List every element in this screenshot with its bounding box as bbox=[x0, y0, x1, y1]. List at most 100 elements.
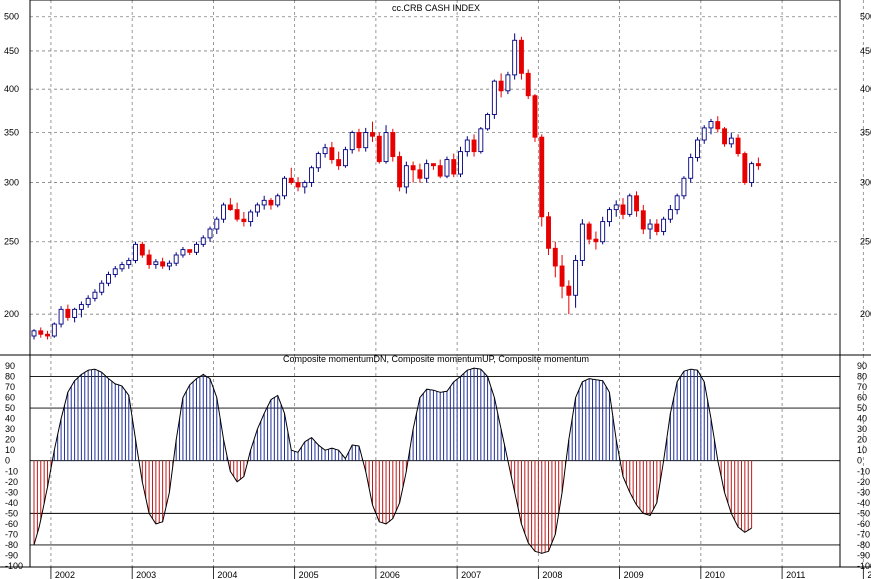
candle-down bbox=[45, 333, 50, 337]
year-label: 2010 bbox=[705, 570, 725, 579]
year-label: 2003 bbox=[136, 570, 156, 579]
candle-up bbox=[607, 209, 612, 223]
momentum-tick-label-right: 40 bbox=[857, 414, 867, 424]
momentum-tick-label-left: -50 bbox=[5, 508, 18, 518]
candle-up bbox=[600, 221, 606, 243]
candle-up bbox=[505, 74, 511, 92]
candle-down bbox=[417, 169, 423, 179]
momentum-tick-label-right: 50 bbox=[857, 403, 867, 413]
candle-down bbox=[654, 223, 660, 232]
momentum-tick-label-left: -100 bbox=[5, 561, 23, 571]
candle-up bbox=[315, 153, 321, 169]
momentum-tick-label-left: -40 bbox=[5, 498, 18, 508]
candle-up bbox=[282, 177, 287, 197]
candle-up bbox=[194, 243, 199, 253]
candle-up bbox=[106, 274, 111, 284]
momentum-tick-label-left: -80 bbox=[5, 540, 18, 550]
candle-down bbox=[139, 243, 145, 256]
candle-up bbox=[85, 297, 91, 306]
momentum-tick-label-right: 60 bbox=[857, 393, 867, 403]
price-tick-label-right: 400 bbox=[860, 84, 871, 94]
candle-down bbox=[722, 128, 727, 145]
candle-down bbox=[546, 216, 551, 249]
momentum-tick-label-left: 20 bbox=[5, 435, 15, 445]
price-tick-label-right: 200 bbox=[860, 309, 871, 319]
momentum-histogram bbox=[33, 367, 753, 554]
candle-down bbox=[437, 165, 443, 177]
candle-up bbox=[133, 243, 139, 261]
candle-up bbox=[491, 80, 497, 115]
momentum-tick-label-left: 80 bbox=[5, 372, 15, 382]
momentum-tick-label-right: 80 bbox=[857, 372, 867, 382]
candle-up bbox=[214, 218, 220, 230]
candle-down bbox=[397, 156, 403, 188]
candle-down bbox=[518, 39, 524, 74]
price-axis-labels: 200 200 250 250 300 300 350 350 400 400 450 450 500 5… bbox=[4, 12, 871, 319]
candle-up bbox=[342, 149, 348, 167]
candle-down bbox=[593, 238, 599, 243]
candle-up bbox=[207, 228, 213, 239]
candle-down bbox=[65, 308, 71, 318]
momentum-tick-label-right: -60 bbox=[857, 519, 870, 529]
candle-up bbox=[248, 211, 254, 223]
year-label: 2006 bbox=[380, 570, 400, 579]
momentum-tick-label-right: -30 bbox=[857, 487, 870, 497]
candle-up bbox=[444, 159, 450, 177]
price-tick-label-left: 450 bbox=[4, 46, 19, 56]
candle-up bbox=[688, 157, 694, 179]
plot-border bbox=[29, 0, 841, 568]
candle-down bbox=[288, 177, 294, 184]
momentum-tick-label-left: 0 bbox=[5, 456, 10, 466]
candle-down bbox=[38, 330, 44, 335]
momentum-tick-label-right: 0 bbox=[857, 456, 862, 466]
price-tick-label-right: 350 bbox=[860, 128, 871, 138]
price-tick-label-left: 200 bbox=[4, 309, 19, 319]
momentum-tick-label-right: 10 bbox=[857, 445, 867, 455]
momentum-tick-label-right: 90 bbox=[857, 361, 867, 371]
candle-up bbox=[72, 308, 78, 318]
candle-up bbox=[701, 127, 707, 141]
candle-up bbox=[51, 323, 57, 337]
price-tick-label-left: 400 bbox=[4, 84, 19, 94]
momentum-tick-label-left: 40 bbox=[5, 414, 15, 424]
candle-down bbox=[742, 153, 748, 184]
candle-up bbox=[221, 204, 227, 220]
year-label: 2002 bbox=[55, 570, 75, 579]
momentum-tick-label-right: 70 bbox=[857, 382, 867, 392]
year-label: 2012 bbox=[867, 570, 871, 579]
candle-up bbox=[613, 204, 619, 211]
candle-up bbox=[647, 223, 653, 230]
momentum-tick-label-right: 20 bbox=[857, 435, 867, 445]
momentum-tick-label-left: 90 bbox=[5, 361, 15, 371]
candle-down bbox=[295, 182, 301, 188]
candle-up bbox=[275, 195, 281, 206]
candle-down bbox=[430, 163, 436, 167]
candle-up bbox=[579, 223, 585, 261]
candle-up bbox=[92, 291, 98, 299]
candle-up bbox=[200, 237, 206, 245]
momentum-tick-label-left: 10 bbox=[5, 445, 15, 455]
candle-up bbox=[674, 195, 680, 211]
candle-up bbox=[708, 121, 714, 129]
candle-down bbox=[336, 159, 342, 167]
candle-down bbox=[370, 132, 375, 137]
candle-up bbox=[383, 132, 389, 163]
momentum-tick-label-left: -70 bbox=[5, 529, 18, 539]
momentum-tick-label-right: -80 bbox=[857, 540, 870, 550]
candle-up bbox=[261, 199, 267, 206]
candle-up bbox=[99, 282, 105, 293]
candle-up bbox=[464, 139, 470, 153]
price-tick-label-right: 250 bbox=[860, 237, 871, 247]
candle-up bbox=[363, 132, 369, 149]
price-grid bbox=[30, 0, 864, 355]
candle-up bbox=[485, 114, 491, 130]
candle-down bbox=[735, 137, 741, 155]
candle-up bbox=[512, 39, 518, 76]
momentum-tick-label-left: 60 bbox=[5, 393, 15, 403]
candle-up bbox=[173, 254, 179, 264]
candle-down bbox=[146, 254, 152, 266]
candle-down bbox=[715, 121, 721, 130]
price-tick-label-left: 300 bbox=[4, 178, 19, 188]
